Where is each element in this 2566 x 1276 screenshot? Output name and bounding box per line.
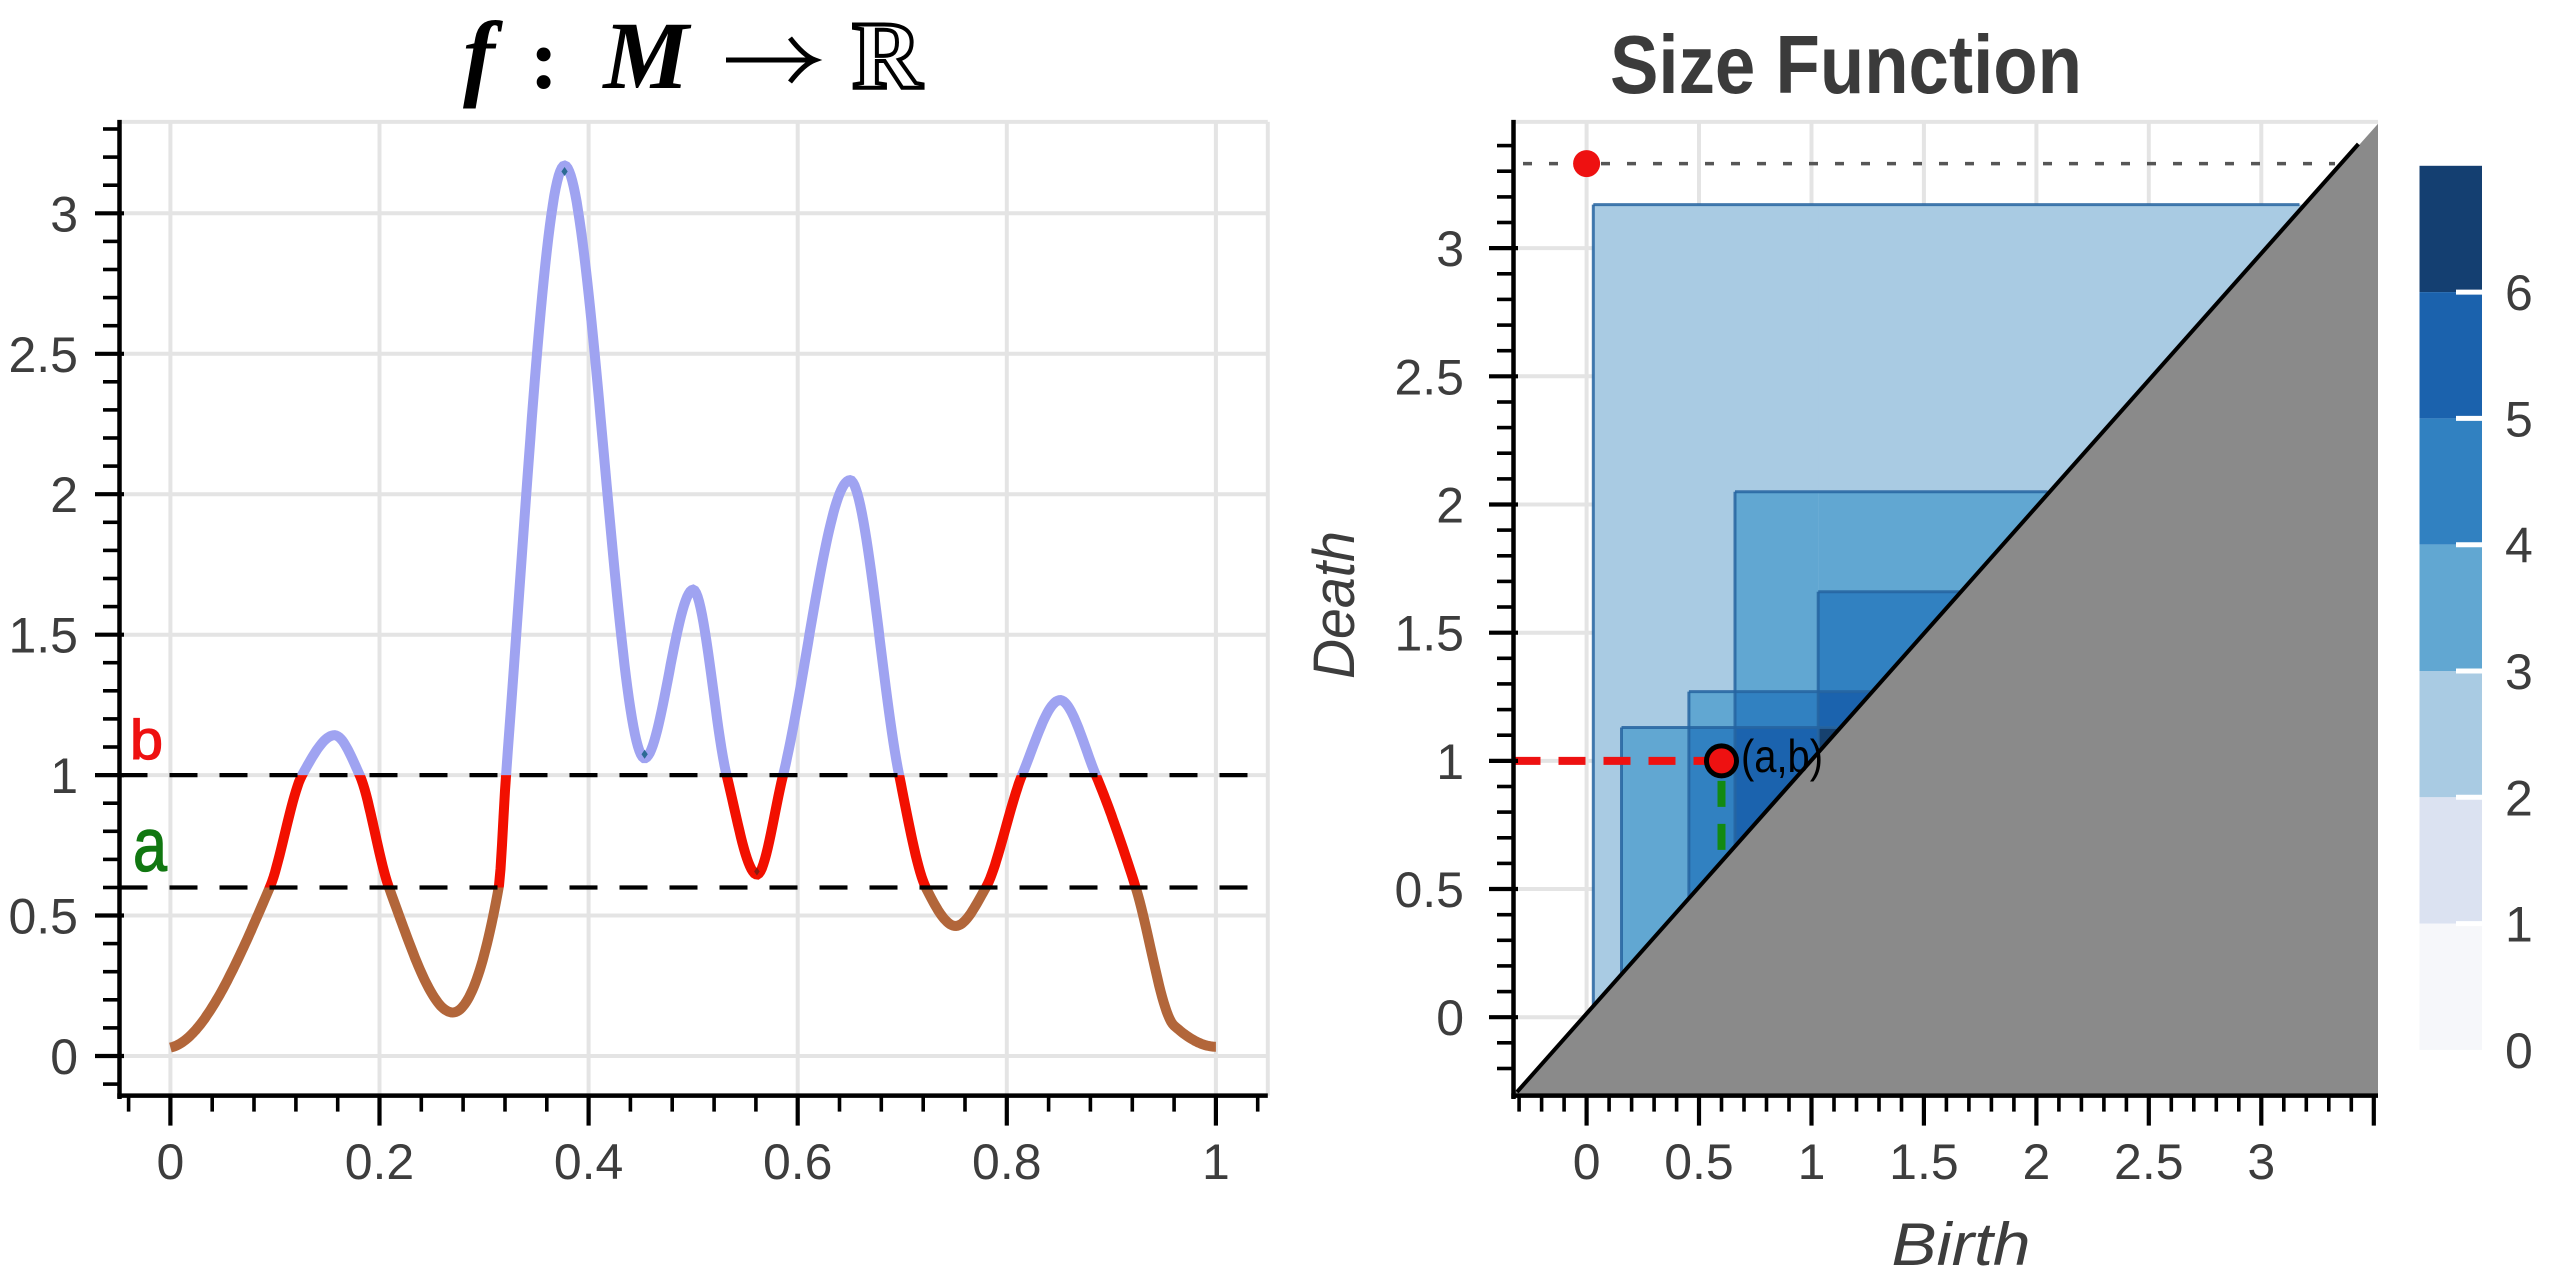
svg-text:0.5: 0.5	[8, 889, 78, 945]
svg-text:0: 0	[156, 1134, 184, 1190]
svg-text:0.5: 0.5	[1394, 862, 1464, 918]
svg-text:1: 1	[50, 748, 78, 804]
svg-text:Death: Death	[1302, 531, 1367, 679]
svg-text:1: 1	[2505, 897, 2533, 953]
svg-text::: :	[530, 11, 559, 107]
svg-text:4: 4	[2505, 518, 2533, 574]
svg-text:2: 2	[1436, 478, 1464, 534]
svg-text:Birth: Birth	[1892, 1211, 2031, 1276]
svg-text:2: 2	[2022, 1134, 2050, 1190]
svg-text:Size Function: Size Function	[1610, 18, 2082, 111]
svg-text:(a,b): (a,b)	[1741, 730, 1823, 782]
svg-text:2.5: 2.5	[1394, 349, 1464, 405]
svg-text:b: b	[130, 708, 163, 771]
svg-text:M: M	[601, 2, 692, 109]
svg-text:3: 3	[2505, 644, 2533, 700]
svg-text:0.8: 0.8	[972, 1134, 1042, 1190]
svg-text:1.5: 1.5	[1394, 606, 1464, 662]
svg-text:2.5: 2.5	[2114, 1134, 2184, 1190]
svg-text:2: 2	[50, 467, 78, 523]
svg-text:a: a	[133, 803, 168, 888]
svg-text:0.6: 0.6	[763, 1134, 833, 1190]
svg-text:0: 0	[50, 1029, 78, 1085]
svg-text:1.5: 1.5	[8, 608, 78, 664]
svg-text:0.5: 0.5	[1664, 1134, 1734, 1190]
svg-text:3: 3	[2247, 1134, 2275, 1190]
svg-text:0: 0	[2505, 1023, 2533, 1079]
svg-text:1: 1	[1798, 1134, 1826, 1190]
svg-text:3: 3	[50, 186, 78, 242]
svg-text:0: 0	[1436, 990, 1464, 1046]
svg-text:0: 0	[1573, 1134, 1601, 1190]
svg-text:1.5: 1.5	[1889, 1134, 1959, 1190]
svg-text:5: 5	[2505, 391, 2533, 447]
svg-text:R: R	[852, 2, 923, 109]
svg-text:0.2: 0.2	[345, 1134, 415, 1190]
svg-text:6: 6	[2505, 265, 2533, 321]
svg-text:3: 3	[1436, 221, 1464, 277]
svg-text:2.5: 2.5	[8, 327, 78, 383]
svg-text:1: 1	[1436, 734, 1464, 790]
svg-text:0.4: 0.4	[554, 1134, 624, 1190]
svg-text:1: 1	[1202, 1134, 1230, 1190]
svg-text:2: 2	[2505, 770, 2533, 826]
